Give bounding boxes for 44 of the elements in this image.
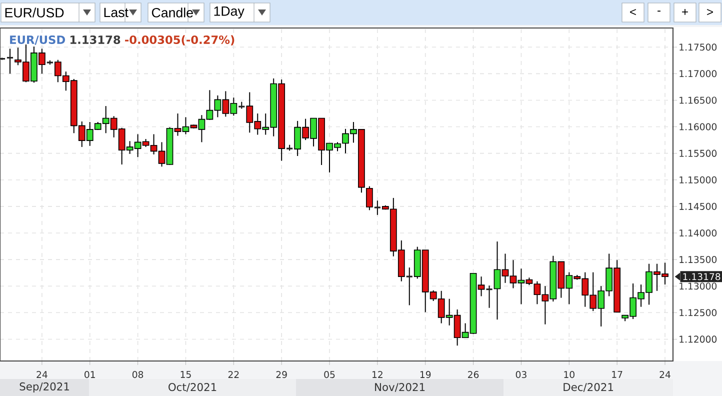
y-tick-label: 1.16500 [680,96,717,104]
text: + [682,9,688,15]
y-tick-label: 1.13500 [680,256,717,264]
y-tick-label: 1.15000 [680,176,717,184]
x-tick-label: 08 [132,371,144,378]
x-tick-label: 05 [324,371,335,378]
text: EUR/USD [10,35,66,45]
text: Oct/2021 [168,383,216,392]
x-tick-label: 03 [516,371,526,378]
x-tick-label: 12 [372,371,382,378]
text: Candle [152,8,193,18]
text: 1Day [214,6,244,18]
x-tick-label: 29 [276,371,287,378]
text: 1.13178 [683,273,720,280]
y-tick-label: 1.12000 [680,336,717,343]
y-tick-label: 1.14500 [680,202,717,210]
y-tick-label: 1.15500 [680,150,717,157]
text: Nov/2021 [375,383,425,392]
x-tick-label: 19 [420,371,431,378]
y-tick-label: 1.16000 [680,123,717,130]
x-tick-label: 26 [468,371,479,378]
x-tick-label: 10 [564,371,574,378]
text: - [658,10,660,12]
text: 1.13178 [70,35,120,44]
text: Sep/2021 [20,382,69,393]
text: > [707,8,713,16]
x-tick-label: 01 [84,371,95,378]
y-tick-label: 1.17500 [680,44,717,51]
y-tick-label: 1.13000 [680,282,717,290]
text: EUR/USD [5,8,64,18]
text: Last [104,8,128,18]
candlestick [6,48,14,74]
x-tick-label: 22 [228,371,239,378]
y-tick-label: 1.17000 [680,70,717,78]
x-tick-label: 17 [612,371,622,378]
text: Dec/2021 [564,383,614,392]
x-tick-label: 24 [660,371,670,378]
x-tick-label: 24 [36,371,48,378]
annotation: -0.00305(-0.27%) [125,35,234,46]
y-tick-label: 1.14000 [680,229,717,237]
y-tick-label: 1.12500 [680,309,717,316]
text: < [630,8,636,16]
candlestick [366,186,373,211]
x-tick-label: 15 [180,371,191,378]
